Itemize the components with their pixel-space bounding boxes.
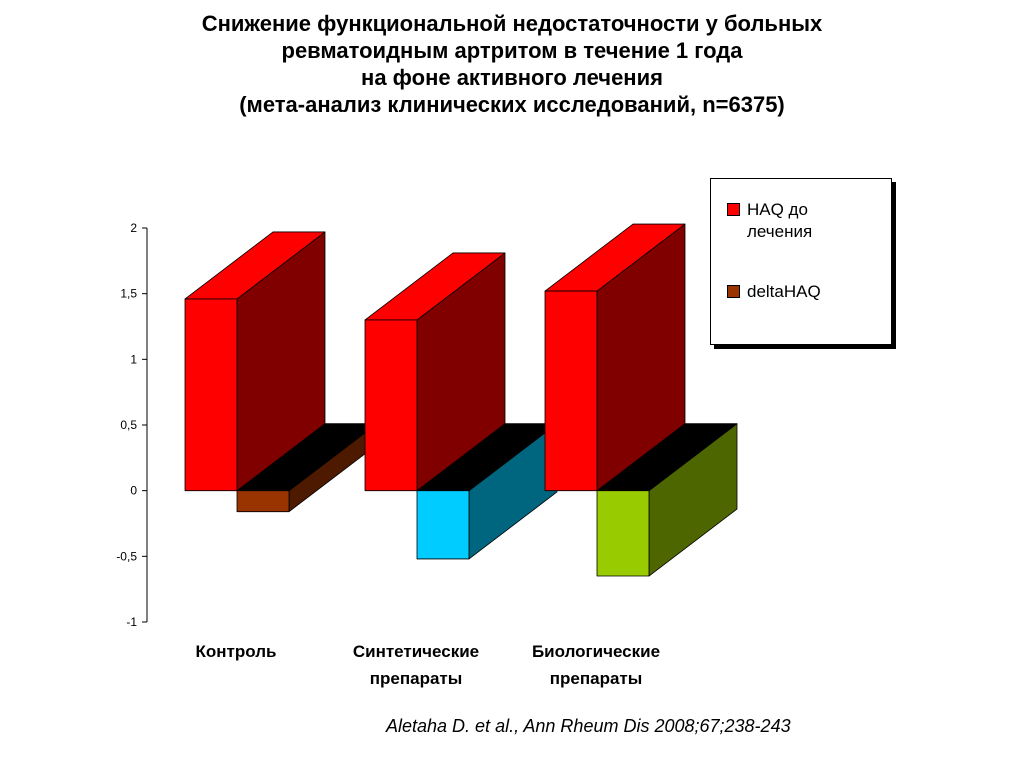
- bar-delta-0: [236, 423, 378, 513]
- bar-delta-2: [596, 423, 738, 577]
- category-label-synthetic-line2: препараты: [369, 669, 463, 688]
- legend-swatch-haq: [727, 203, 740, 216]
- legend-item-delta: deltaHAQ: [727, 281, 821, 303]
- category-label-biologic-line2: препараты: [549, 669, 643, 688]
- y-tick-label: -0,5: [116, 549, 137, 563]
- y-tick-label: 1,5: [120, 287, 137, 301]
- y-tick-label: 0: [130, 484, 137, 498]
- legend-swatch-delta: [727, 285, 740, 298]
- bar-haq-0: [184, 231, 326, 492]
- bar-haq-1-front: [364, 319, 418, 492]
- y-axis: 2 1,5 1 0,5 0 -0,5 -1: [116, 221, 148, 629]
- category-label-biologic: Биологические препараты: [496, 638, 696, 692]
- chart-title: Снижение функциональной недостаточности …: [0, 10, 1024, 118]
- bar-delta-1: [416, 423, 558, 560]
- legend-label-delta: deltaHAQ: [747, 282, 821, 301]
- bar-delta-front: [236, 490, 290, 513]
- legend: HAQ до лечения deltaHAQ: [710, 178, 892, 345]
- legend-label-haq-line1: HAQ до: [747, 200, 808, 219]
- title-line-2: ревматоидным артритом в течение 1 года: [281, 38, 743, 63]
- title-line-4: (мета-анализ клинических исследований, n…: [239, 92, 785, 117]
- y-tick-label: -1: [126, 615, 137, 629]
- title-line-3: на фоне активного лечения: [361, 65, 663, 90]
- category-label-control-line1: Контроль: [195, 642, 277, 661]
- bar-delta-front: [416, 490, 470, 560]
- bar-haq-1: [364, 252, 506, 492]
- legend-item-haq: HAQ до лечения: [727, 199, 813, 243]
- bar-haq-2-front: [544, 290, 598, 492]
- bar-haq-2: [544, 223, 686, 492]
- y-tick-label: 0,5: [120, 418, 137, 432]
- category-label-control: Контроль: [136, 638, 336, 665]
- bars: [184, 223, 738, 577]
- y-tick-label: 1: [130, 352, 137, 366]
- legend-label-haq-line2: лечения: [747, 222, 813, 241]
- bar-haq-0-front: [184, 298, 238, 492]
- category-label-synthetic: Синтетические препараты: [316, 638, 516, 692]
- category-label-synthetic-line1: Синтетические: [352, 642, 480, 661]
- y-tick-label: 2: [130, 221, 137, 235]
- title-line-1: Снижение функциональной недостаточности …: [201, 11, 823, 36]
- bar-delta-front: [596, 490, 650, 577]
- citation: Aletaha D. et al., Ann Rheum Dis 2008;67…: [386, 716, 791, 736]
- category-label-biologic-line1: Биологические: [531, 642, 661, 661]
